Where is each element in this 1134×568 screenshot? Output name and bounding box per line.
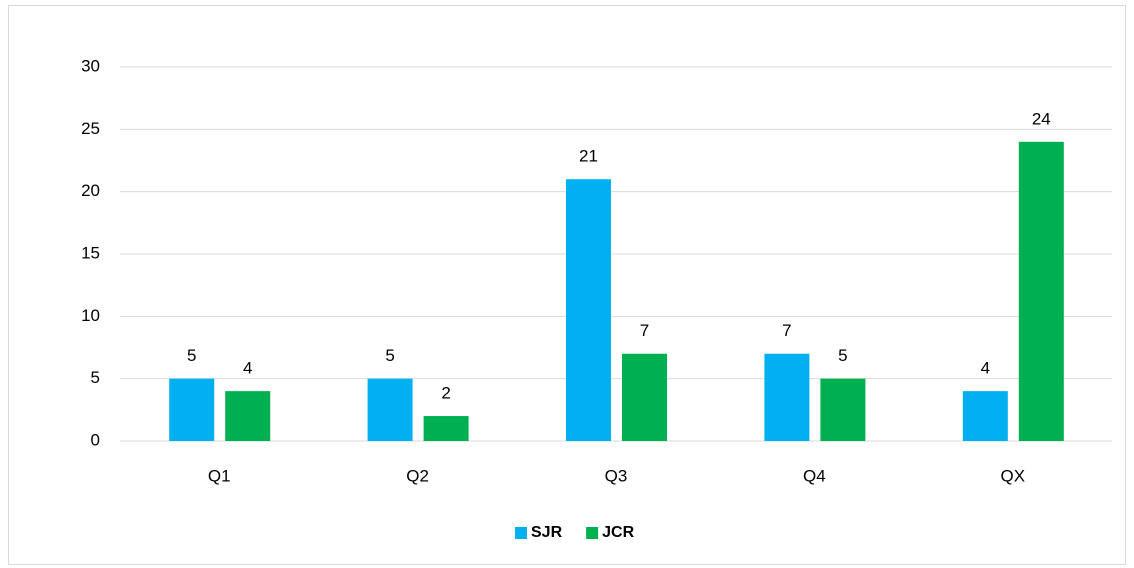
y-tick-label: 30 <box>81 56 100 75</box>
data-label: 7 <box>782 321 791 340</box>
data-label: 24 <box>1032 109 1051 128</box>
bar <box>566 179 611 441</box>
legend-label: SJR <box>531 524 563 541</box>
bar <box>1018 141 1064 442</box>
legend-label: JCR <box>602 524 634 541</box>
bar <box>423 416 469 441</box>
x-tick-label: QX <box>1001 466 1026 485</box>
legend-swatch <box>586 527 599 539</box>
y-tick-label: 5 <box>91 368 100 387</box>
data-label: 5 <box>385 346 394 365</box>
x-tick-label: Q3 <box>605 466 628 485</box>
x-tick-label: Q4 <box>803 466 826 485</box>
bar <box>962 391 1008 441</box>
y-tick-label: 20 <box>81 181 100 200</box>
y-tick-label: 15 <box>81 243 100 262</box>
bar <box>764 353 810 441</box>
data-label: 5 <box>838 346 847 365</box>
data-label: 4 <box>243 359 252 378</box>
y-tick-label: 10 <box>81 306 100 325</box>
bar <box>622 353 667 441</box>
y-tick-label: 25 <box>81 119 100 138</box>
bar <box>367 378 413 441</box>
bar <box>169 378 215 441</box>
y-tick-label: 0 <box>91 430 100 449</box>
x-tick-label: Q2 <box>406 466 429 485</box>
legend-swatch <box>515 527 527 539</box>
bar <box>820 378 866 441</box>
bar <box>225 391 271 441</box>
data-label: 5 <box>187 346 196 365</box>
data-label: 4 <box>981 359 990 378</box>
x-tick-label: Q1 <box>208 466 231 485</box>
data-label: 2 <box>441 384 450 403</box>
data-label: 7 <box>640 321 649 340</box>
data-label: 21 <box>579 147 598 166</box>
